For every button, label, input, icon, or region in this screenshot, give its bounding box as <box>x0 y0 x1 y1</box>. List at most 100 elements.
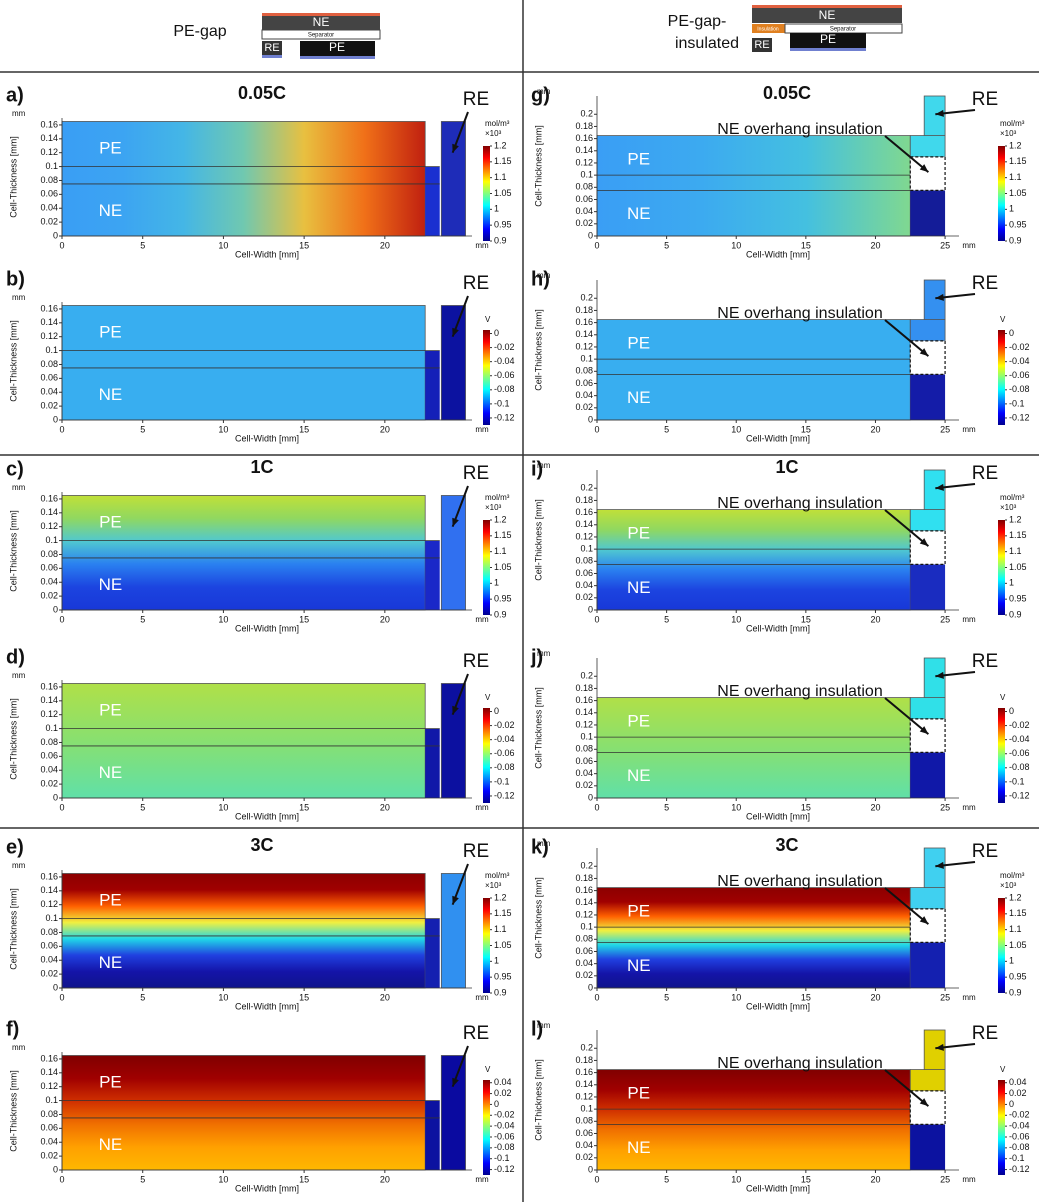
colorbar-tick-label: 1.1 <box>494 172 507 182</box>
colorbar-unit: mol/m³ <box>485 493 510 502</box>
y-tick-label: 0.1 <box>45 1095 58 1105</box>
y-tick-label: 0.06 <box>575 1128 593 1138</box>
x-tick-label: 5 <box>664 614 669 624</box>
x-tick-label: 0 <box>594 240 599 250</box>
y-tick-label: 0.06 <box>575 756 593 766</box>
y-tick-label: 0.18 <box>575 305 593 315</box>
y-tick-label: 0.12 <box>575 1091 593 1101</box>
y-tick-label: 0.14 <box>575 897 593 907</box>
colorbar-tick-label: 0.9 <box>494 987 507 997</box>
colorbar-tick-label: -0.12 <box>494 412 515 422</box>
x-axis-label: Cell-Width [mm] <box>746 811 810 821</box>
re-region <box>909 1069 946 1092</box>
y-tick-label: 0.16 <box>575 133 593 143</box>
colorbar-tick-label: -0.1 <box>494 398 510 408</box>
colorbar <box>483 146 490 241</box>
colorbar-tick-label: -0.08 <box>1009 762 1030 772</box>
arrow-head <box>452 143 459 153</box>
re-box <box>752 38 772 52</box>
colorbar-tick-label: 0.02 <box>494 1088 512 1098</box>
colorbar-tick-label: -0.04 <box>1009 356 1030 366</box>
y-tick-label: 0.16 <box>575 885 593 895</box>
y-tick-label: 0.12 <box>40 521 58 531</box>
y-tick-label: 0.14 <box>40 317 58 327</box>
region-label: RE <box>463 463 489 484</box>
region-label: PE <box>99 891 122 910</box>
colorbar-tick-label: 1.2 <box>494 140 507 150</box>
colorbar-tick-label: -0.02 <box>494 720 515 730</box>
y-tick-label: 0.18 <box>575 873 593 883</box>
y-tick-label: 0 <box>588 230 593 240</box>
arrow-line <box>884 697 930 735</box>
colorbar-unit: V <box>485 693 491 702</box>
separator-label: Separator <box>830 27 856 33</box>
x-axis-label: Cell-Width [mm] <box>235 623 299 633</box>
re-region <box>909 697 946 720</box>
x-axis-label: Cell-Width [mm] <box>746 1183 810 1193</box>
y-tick-label: 0 <box>53 1164 58 1174</box>
arrow-line <box>884 509 930 547</box>
region-label: PE <box>627 523 650 542</box>
colorbar-tick-label: 1.15 <box>494 908 512 918</box>
colorbar-tick-label: 0.95 <box>494 220 512 230</box>
colorbar-tick-label: -0.02 <box>1009 1110 1030 1120</box>
colorbar-unit: mol/m³ <box>1000 493 1025 502</box>
colorbar-tick-label: 1 <box>1009 204 1014 214</box>
x-unit: mm <box>475 425 489 434</box>
region-label: NE <box>627 956 651 975</box>
y-tick-label: 0.06 <box>40 941 58 951</box>
colorbar-tick-label: 0 <box>494 706 499 716</box>
region-label: PE <box>99 323 122 342</box>
y-tick-label: 0.02 <box>575 218 593 228</box>
y-tick-label: 0.08 <box>575 1116 593 1126</box>
y-unit: mm <box>537 839 551 848</box>
y-tick-label: 0.08 <box>575 556 593 566</box>
electrode-field <box>61 305 426 421</box>
arrow-head <box>919 538 929 547</box>
y-tick-label: 0.02 <box>575 1152 593 1162</box>
colorbar-tick-label: -0.1 <box>1009 776 1025 786</box>
x-tick-label: 10 <box>218 240 228 250</box>
y-unit: mm <box>12 1043 26 1052</box>
y-axis-label: Cell-Thickness [mm] <box>8 136 18 218</box>
arrow-head <box>452 327 459 337</box>
y-tick-label: 0.14 <box>40 507 58 517</box>
panel-label: f) <box>6 1018 19 1040</box>
region-label: NE <box>627 766 651 785</box>
x-tick-label: 5 <box>664 1174 669 1184</box>
header-label: PE-gap- <box>668 13 727 30</box>
x-unit: mm <box>475 241 489 250</box>
colorbar-tick-label: 0.95 <box>1009 594 1027 604</box>
re-region <box>909 887 946 910</box>
panel-label: d) <box>6 646 25 668</box>
colorbar-tick-label: -0.04 <box>1009 1121 1030 1131</box>
y-tick-label: 0.06 <box>575 194 593 204</box>
y-tick-label: 0.08 <box>40 737 58 747</box>
region-label: PE <box>627 901 650 920</box>
colorbar-tick-label: -0.06 <box>494 748 515 758</box>
colorbar-tick-label: 0.02 <box>1009 1088 1027 1098</box>
x-axis-label: Cell-Width [mm] <box>746 623 810 633</box>
colorbar-tick-label: 1.2 <box>494 514 507 524</box>
re-region <box>923 469 946 510</box>
x-tick-label: 20 <box>870 240 880 250</box>
x-tick-label: 25 <box>940 614 950 624</box>
x-tick-label: 5 <box>140 1174 145 1184</box>
electrode-field <box>596 319 911 421</box>
colorbar-tick-label: 1.05 <box>494 562 512 572</box>
y-tick-label: 0.12 <box>575 157 593 167</box>
x-axis-label: Cell-Width [mm] <box>235 249 299 259</box>
region-label: NE <box>99 201 123 220</box>
x-axis-label: Cell-Width [mm] <box>746 249 810 259</box>
y-tick-label: 0.02 <box>575 402 593 412</box>
y-tick-label: 0.16 <box>40 493 58 503</box>
x-unit: mm <box>962 615 976 624</box>
x-tick-label: 10 <box>218 614 228 624</box>
re-region <box>909 135 946 158</box>
electrode-field <box>61 683 426 799</box>
x-tick-label: 15 <box>299 240 309 250</box>
collector <box>300 56 375 59</box>
x-tick-label: 15 <box>801 240 811 250</box>
colorbar-tick-label: -0.12 <box>1009 790 1030 800</box>
x-tick-label: 20 <box>380 424 390 434</box>
